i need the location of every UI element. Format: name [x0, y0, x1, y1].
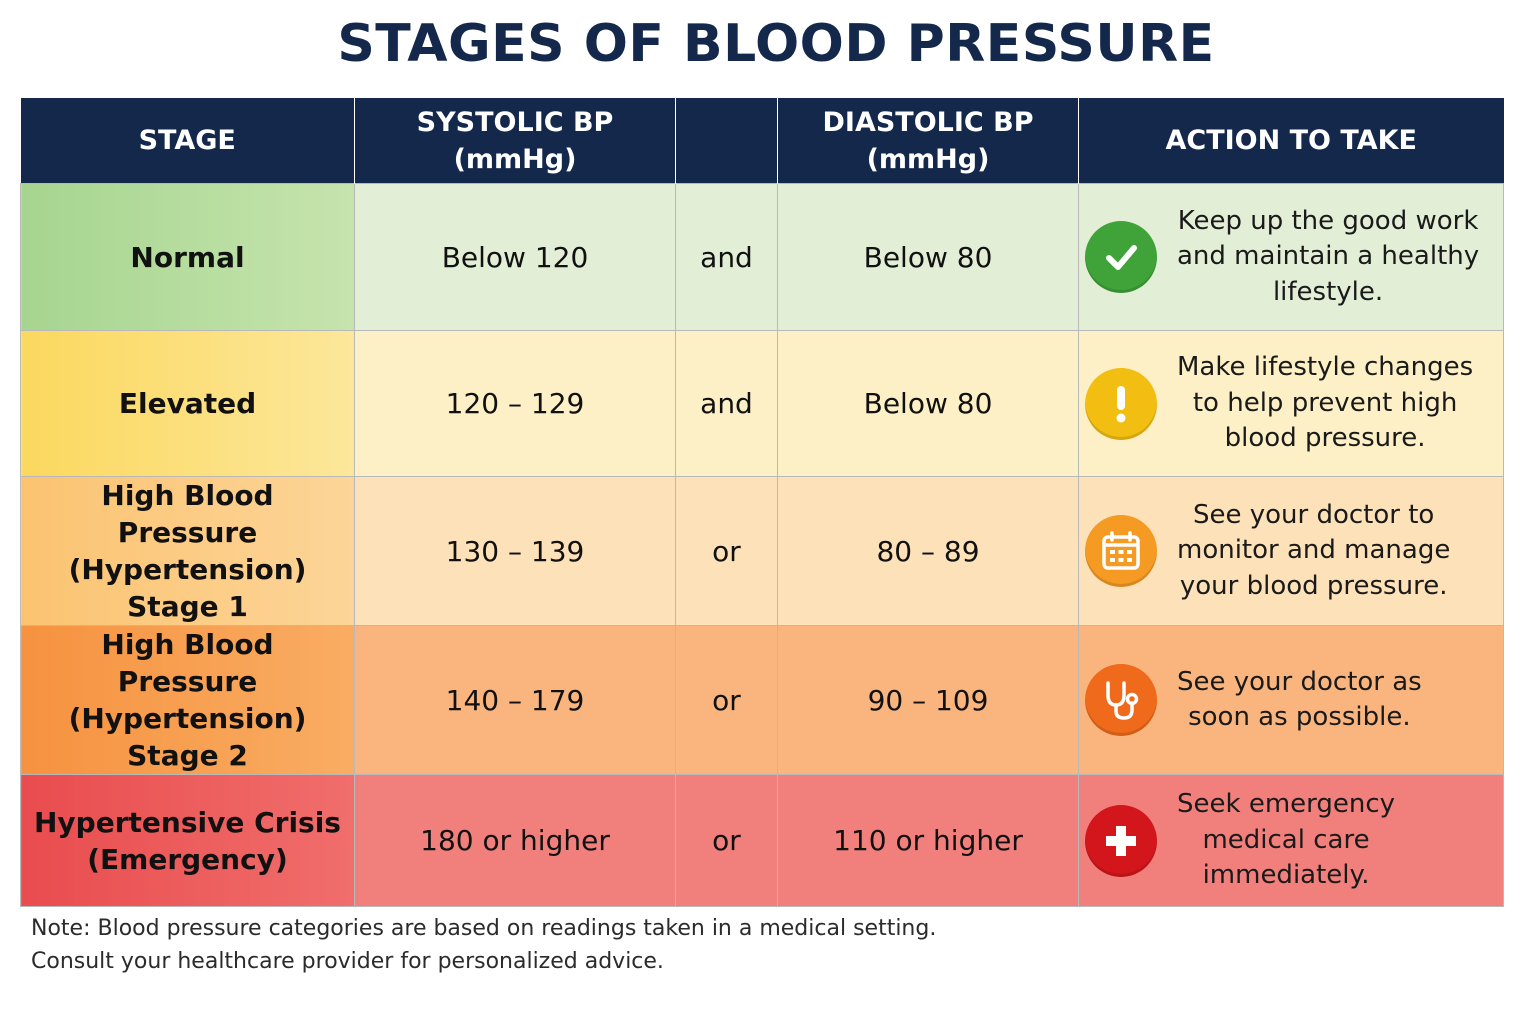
stage-cell: Elevated — [20, 330, 355, 477]
table-row-stage-2: High Blood Pressure (Hypertension) Stage… — [20, 625, 1504, 775]
stage-label: (Emergency) — [87, 842, 288, 876]
stethoscope-icon — [1085, 664, 1157, 736]
action-cell: Keep up the good work and maintain a hea… — [1078, 183, 1504, 331]
stage-label: (Hypertension) — [68, 553, 307, 586]
action-text-line: Seek emergency — [1177, 789, 1396, 820]
systolic-cell: 120 – 129 — [354, 330, 676, 477]
header-diastolic-line2: (mmHg) — [866, 143, 990, 175]
action-cell: See your doctor to monitor and manage yo… — [1078, 476, 1504, 626]
table-row-elevated: Elevated 120 – 129 and Below 80 Make lif… — [20, 330, 1504, 477]
header-systolic: SYSTOLIC BP (mmHg) — [354, 98, 676, 184]
footnote-line: Consult your healthcare provider for per… — [31, 949, 664, 974]
systolic-cell: Below 120 — [354, 183, 676, 331]
stage-label: Stage 2 — [127, 739, 248, 772]
table-row-crisis: Hypertensive Crisis (Emergency) 180 or h… — [20, 774, 1504, 907]
header-diastolic-line1: DIASTOLIC BP — [822, 106, 1034, 138]
action-text-line: your blood pressure. — [1179, 570, 1448, 601]
stage-cell: Normal — [20, 183, 355, 331]
systolic-cell: 140 – 179 — [354, 625, 676, 775]
stage-label: Hypertensive Crisis — [34, 805, 341, 839]
diastolic-cell: 80 – 89 — [777, 476, 1079, 626]
stage-label: Stage 1 — [127, 590, 248, 623]
connector-cell: and — [675, 183, 778, 331]
page-title: STAGES OF BLOOD PRESSURE — [337, 14, 1215, 74]
action-cell: See your doctor as soon as possible. — [1078, 625, 1504, 775]
connector-cell: or — [675, 774, 778, 907]
action-text-line: lifestyle. — [1272, 276, 1384, 307]
calendar-icon — [1085, 515, 1157, 587]
systolic-cell: 130 – 139 — [354, 476, 676, 626]
diastolic-cell: Below 80 — [777, 183, 1079, 331]
blood-pressure-table: STAGE SYSTOLIC BP (mmHg) DIASTOLIC BP (m… — [20, 98, 1504, 907]
header-diastolic: DIASTOLIC BP (mmHg) — [777, 98, 1079, 184]
header-connector — [675, 98, 778, 184]
action-text-line: See your doctor as — [1177, 666, 1422, 697]
table-row-stage-1: High Blood Pressure (Hypertension) Stage… — [20, 476, 1504, 626]
connector-cell: and — [675, 330, 778, 477]
diastolic-cell: 110 or higher — [777, 774, 1079, 907]
action-text-line: and maintain a healthy — [1177, 241, 1480, 272]
footnote: Note: Blood pressure categories are base… — [31, 912, 936, 978]
stage-cell: Hypertensive Crisis (Emergency) — [20, 774, 355, 907]
action-text-line: medical care — [1202, 824, 1370, 855]
table-row-normal: Normal Below 120 and Below 80 Keep up th… — [20, 183, 1504, 331]
diastolic-cell: Below 80 — [777, 330, 1079, 477]
stage-cell: High Blood Pressure (Hypertension) Stage… — [20, 625, 355, 775]
action-text-line: monitor and manage — [1177, 535, 1451, 566]
medical-cross-icon — [1085, 804, 1157, 877]
action-text-line: Keep up the good work — [1177, 205, 1479, 236]
header-stage: STAGE — [20, 98, 355, 184]
action-cell: Seek emergency medical care immediately. — [1078, 774, 1504, 907]
exclamation-icon — [1085, 367, 1157, 440]
action-text-line: to help prevent high — [1192, 387, 1458, 418]
header-systolic-line2: (mmHg) — [453, 143, 577, 175]
stage-label: Normal — [130, 240, 245, 274]
stage-label: High Blood Pressure — [101, 479, 274, 549]
footnote-line: Note: Blood pressure categories are base… — [31, 916, 937, 941]
action-cell: Make lifestyle changes to help prevent h… — [1078, 330, 1504, 477]
action-text-line: blood pressure. — [1224, 423, 1426, 454]
stage-label: (Hypertension) — [68, 702, 307, 735]
header-action: ACTION TO TAKE — [1078, 98, 1504, 184]
action-text-line: See your doctor to — [1192, 499, 1435, 530]
action-text-line: immediately. — [1202, 860, 1370, 891]
connector-cell: or — [675, 625, 778, 775]
stage-cell: High Blood Pressure (Hypertension) Stage… — [20, 476, 355, 626]
action-text-line: soon as possible. — [1188, 702, 1411, 732]
header-systolic-line1: SYSTOLIC BP — [416, 106, 614, 138]
diastolic-cell: 90 – 109 — [777, 625, 1079, 775]
table-header-row: STAGE SYSTOLIC BP (mmHg) DIASTOLIC BP (m… — [20, 98, 1504, 184]
connector-cell: or — [675, 476, 778, 626]
stage-label: High Blood Pressure — [101, 628, 274, 698]
check-icon — [1085, 221, 1157, 293]
stage-label: Elevated — [118, 387, 257, 420]
systolic-cell: 180 or higher — [354, 774, 676, 907]
action-text-line: Make lifestyle changes — [1177, 352, 1474, 383]
